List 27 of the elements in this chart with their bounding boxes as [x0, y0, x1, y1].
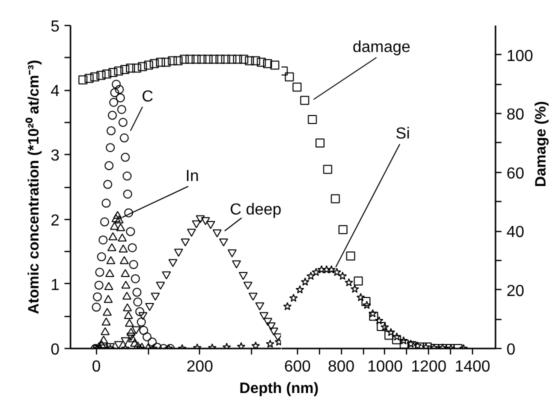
x-tick-label: 0 — [92, 358, 101, 376]
y2-tick-label: 80 — [506, 106, 524, 124]
y2-axis-title: Damage (%) — [532, 101, 550, 187]
x-axis-title: Depth (nm) — [239, 379, 319, 399]
y-axis-title: Atomic concentration (*10²⁰ at/cm⁻³) — [24, 60, 43, 314]
x-tick-label: 200 — [186, 358, 214, 376]
x-tick-label: 1200 — [410, 358, 447, 376]
annotation: Si — [396, 126, 410, 143]
y-tick-label: 4 — [50, 83, 60, 100]
x-tick-label: 1400 — [454, 358, 490, 376]
annotation: C — [142, 88, 154, 106]
y-tick-label: 1 — [50, 276, 60, 294]
y-tick-label: 5 — [50, 18, 60, 36]
y-tick-label: 0 — [50, 342, 60, 358]
x-tick-label: 800 — [328, 358, 355, 376]
y2-tick-label: 100 — [506, 48, 534, 65]
y2-tick-label: 0 — [506, 342, 516, 358]
annotation: In — [186, 168, 199, 185]
y2-tick-label: 40 — [506, 224, 524, 242]
y2-tick-label: 60 — [506, 165, 524, 182]
x-tick-label: 600 — [284, 358, 311, 376]
annotation: damage — [352, 39, 411, 56]
y-tick-label: 3 — [50, 148, 60, 165]
y-tick-label: 2 — [50, 212, 60, 230]
x-tick-label: 1000 — [367, 358, 403, 376]
y2-tick-label: 20 — [506, 282, 524, 300]
annotation: C deep — [230, 201, 282, 218]
